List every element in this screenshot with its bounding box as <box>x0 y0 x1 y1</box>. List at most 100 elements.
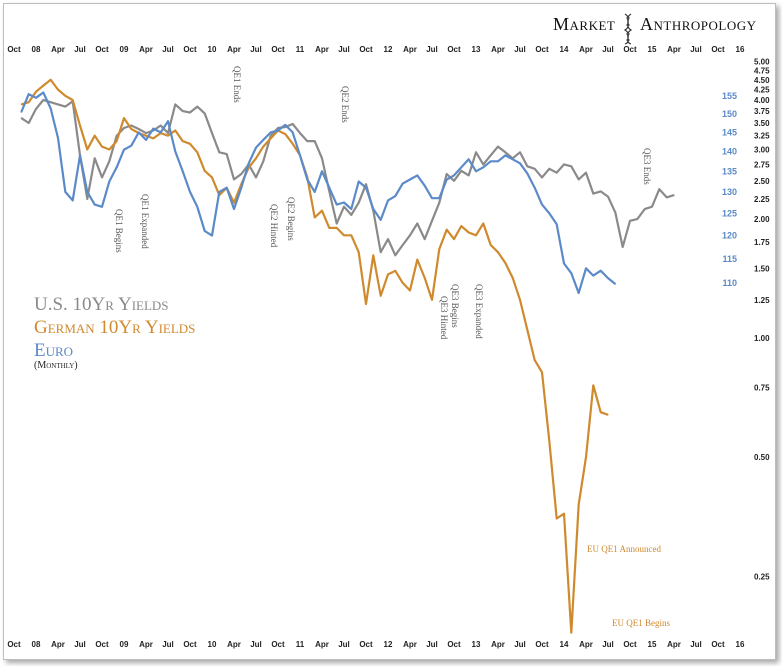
data-point <box>336 204 338 206</box>
x-tick-bottom: Apr <box>139 640 153 649</box>
data-point <box>541 371 543 373</box>
x-tick-top: 11 <box>296 45 305 54</box>
data-point <box>64 106 66 108</box>
x-tick-bottom: 11 <box>296 640 305 649</box>
data-point <box>86 198 88 200</box>
data-point <box>614 283 616 285</box>
data-point <box>42 91 44 94</box>
data-point <box>372 254 374 256</box>
data-point <box>116 135 118 137</box>
data-point <box>145 132 147 134</box>
data-point <box>519 162 521 164</box>
data-point <box>270 135 272 137</box>
annotation-label: QE3 Ends <box>642 148 652 185</box>
data-point <box>20 111 22 113</box>
euro-tick: 150 <box>722 109 737 119</box>
dna-helix-icon <box>623 13 633 45</box>
x-tick-bottom: Oct <box>7 640 21 649</box>
x-tick-bottom: Jul <box>426 640 438 649</box>
data-point <box>101 146 103 148</box>
data-point <box>548 212 550 214</box>
yield-tick: 0.75 <box>754 384 770 393</box>
annotation-label: QE2 Begins <box>286 197 296 241</box>
data-point <box>262 146 264 148</box>
x-tick-bottom: 14 <box>560 640 569 649</box>
data-point <box>196 206 198 208</box>
brand-right: Anthropology <box>640 14 757 34</box>
data-point <box>240 173 242 175</box>
data-point <box>72 199 74 201</box>
legend-euro: Euro <box>34 340 73 361</box>
x-tick-bottom: 15 <box>648 640 657 649</box>
x-tick-bottom: Jul <box>514 640 526 649</box>
x-tick-top: 08 <box>32 45 41 54</box>
data-point <box>673 194 675 196</box>
data-point <box>145 135 147 137</box>
data-point <box>130 128 132 130</box>
x-axis-top: Oct 08 Apr Jul Oct 09 Apr Jul Oct 10 Apr Jul Oct 11 Ap… <box>7 45 745 54</box>
data-point <box>380 219 382 221</box>
x-tick-top: Oct <box>447 45 461 54</box>
yield-tick: 2.00 <box>754 215 770 224</box>
series-group <box>20 78 675 634</box>
data-point <box>174 103 176 105</box>
data-point <box>167 132 169 134</box>
yield-tick: 3.25 <box>754 132 770 141</box>
data-point <box>519 299 521 301</box>
x-tick-top: Oct <box>535 45 549 54</box>
data-point <box>284 133 286 135</box>
data-point <box>402 183 404 185</box>
chart-canvas: Oct 08 Apr Jul Oct 09 Apr Jul Oct 10 Apr Jul Oct 11 Ap… <box>7 13 770 649</box>
data-point <box>86 148 88 151</box>
data-point <box>101 206 103 208</box>
data-point <box>468 174 470 176</box>
data-point <box>607 277 609 279</box>
data-point <box>123 149 125 151</box>
x-tick-top: Jul <box>250 45 262 54</box>
data-point <box>431 299 433 301</box>
data-point <box>138 128 140 130</box>
data-point <box>189 111 191 114</box>
data-point <box>578 503 580 505</box>
data-point <box>86 191 88 193</box>
data-point <box>446 229 448 231</box>
data-point <box>541 176 543 178</box>
euro-tick: 110 <box>722 278 737 288</box>
x-tick-bottom: Jul <box>74 640 86 649</box>
x-tick-top: Jul <box>426 45 438 54</box>
data-point <box>387 199 389 201</box>
data-point <box>233 178 235 180</box>
x-tick-top: Jul <box>514 45 526 54</box>
euro-tick: 135 <box>722 166 737 176</box>
data-point <box>64 95 66 97</box>
euro-tick: 155 <box>722 91 737 101</box>
data-point <box>504 262 506 264</box>
x-tick-top: Apr <box>139 45 153 54</box>
brand-header: Market Anthropology <box>553 13 757 45</box>
data-point <box>343 234 345 236</box>
x-tick-top: Apr <box>579 45 593 54</box>
data-point <box>174 129 176 132</box>
data-point <box>248 162 250 164</box>
data-point <box>380 295 382 297</box>
data-point <box>277 127 279 129</box>
yield-tick: 4.00 <box>754 96 770 105</box>
x-tick-top: Oct <box>711 45 725 54</box>
data-point <box>270 137 272 139</box>
data-point <box>35 97 37 99</box>
data-point <box>453 238 455 240</box>
data-point <box>94 204 96 206</box>
data-point <box>526 329 528 331</box>
data-point <box>556 172 558 174</box>
x-tick-top: Oct <box>271 45 285 54</box>
data-point <box>50 101 52 103</box>
x-tick-top: Jul <box>338 45 350 54</box>
annotation-label: QE2 Hinted <box>269 204 279 248</box>
annotation-label: QE1 Begins <box>114 209 124 253</box>
data-point <box>504 151 506 153</box>
data-point <box>490 154 492 156</box>
data-point <box>189 143 191 145</box>
data-point <box>592 384 594 386</box>
x-tick-top: 13 <box>472 45 481 54</box>
annotation-label: QE3 Hinted <box>439 296 449 340</box>
